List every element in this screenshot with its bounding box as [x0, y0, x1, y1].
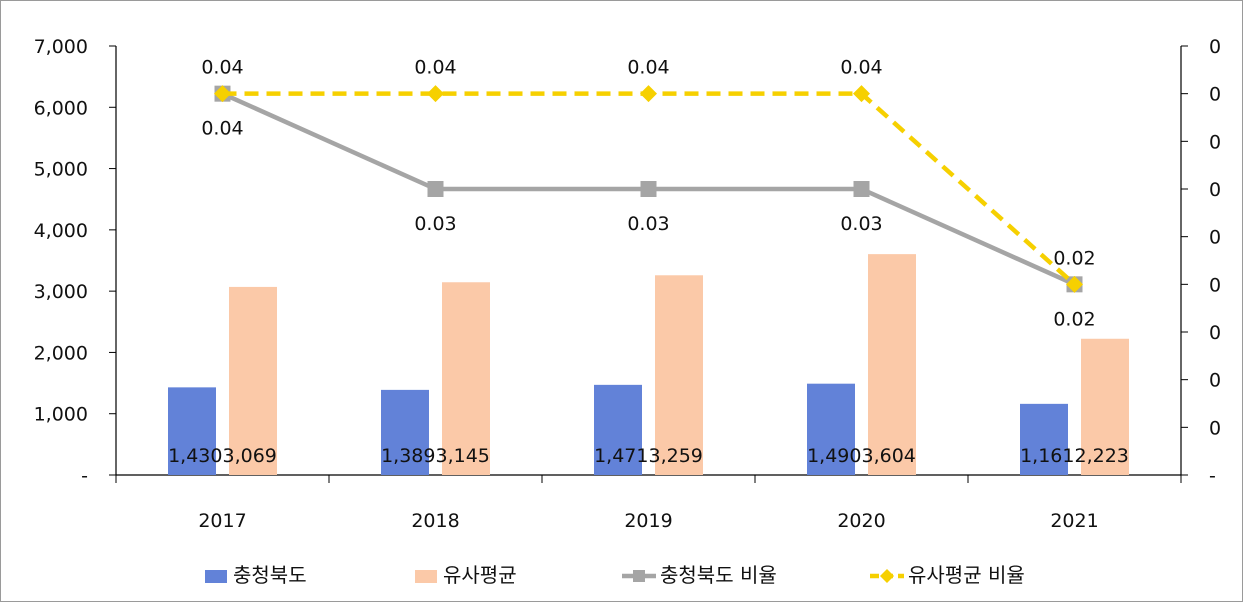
marker-유사평균 비율	[214, 85, 231, 103]
right-tick-label: 0	[1209, 370, 1221, 392]
marker-유사평균 비율	[640, 85, 657, 103]
bar-유사평균	[1081, 338, 1129, 475]
x-tick-label: 2020	[837, 510, 885, 532]
left-tick-label: 7,000	[34, 36, 88, 58]
bar-충청북도	[381, 389, 429, 475]
legend-label-충청북도: 충청북도	[233, 563, 307, 587]
bar-유사평균	[442, 282, 490, 475]
x-tick-label: 2019	[624, 510, 672, 532]
right-tick-label: 0	[1209, 179, 1221, 201]
right-tick-label: 0	[1209, 36, 1221, 58]
bar-유사평균	[229, 286, 277, 475]
legend-swatch-유사평균	[415, 570, 437, 583]
line-label-유사평균 비율: 0.04	[414, 57, 456, 79]
bar-충청북도	[1020, 403, 1068, 475]
right-tick-label: 0	[1209, 417, 1221, 439]
bar-충청북도	[807, 383, 855, 475]
line-label-유사평균 비율: 0.04	[840, 57, 882, 79]
bar-충청북도	[594, 384, 642, 475]
bar-data-label: 1,4903,604	[807, 445, 916, 467]
x-tick-label: 2021	[1050, 510, 1098, 532]
line-label-충청북도 비율: 0.03	[627, 213, 669, 235]
marker-충청북도 비율	[853, 181, 870, 197]
line-label-유사평균 비율: 0.02	[1053, 247, 1095, 269]
line-label-충청북도 비율: 0.03	[840, 213, 882, 235]
right-tick-label: 0	[1209, 274, 1221, 296]
marker-충청북도 비율	[427, 181, 444, 197]
right-tick-label: 0	[1209, 84, 1221, 106]
bar-유사평균	[868, 254, 916, 475]
legend-swatch-충청북도	[205, 570, 227, 583]
legend-label-유사평균 비율: 유사평균 비율	[908, 563, 1025, 587]
bar-data-label: 1,3893,145	[381, 445, 490, 467]
left-tick-label: -	[81, 465, 88, 487]
left-tick-label: 2,000	[34, 342, 88, 364]
right-tick-label: 0	[1209, 227, 1221, 249]
marker-유사평균 비율	[1066, 275, 1083, 293]
bar-data-label: 1,1612,223	[1020, 445, 1129, 467]
line-label-충청북도 비율: 0.02	[1053, 308, 1095, 330]
bar-유사평균	[655, 275, 703, 475]
x-tick-label: 2017	[198, 510, 246, 532]
left-tick-label: 4,000	[34, 220, 88, 242]
x-tick-label: 2018	[411, 510, 459, 532]
line-label-유사평균 비율: 0.04	[627, 57, 669, 79]
left-tick-label: 1,000	[34, 404, 88, 426]
marker-유사평균 비율	[427, 85, 444, 103]
left-tick-label: 5,000	[34, 159, 88, 181]
legend-label-유사평균: 유사평균	[443, 563, 517, 587]
marker-유사평균 비율	[853, 85, 870, 103]
legend-marker-충청북도 비율	[633, 570, 645, 582]
right-tick-label: -	[1209, 465, 1216, 487]
line-label-유사평균 비율: 0.04	[201, 57, 243, 79]
bar-data-label: 1,4713,259	[594, 445, 703, 467]
left-tick-label: 3,000	[34, 281, 88, 303]
marker-충청북도 비율	[640, 181, 657, 197]
bar-충청북도	[168, 387, 216, 475]
left-tick-label: 6,000	[34, 97, 88, 119]
right-tick-label: 0	[1209, 322, 1221, 344]
right-tick-label: 0	[1209, 131, 1221, 153]
legend-marker-유사평균 비율	[880, 569, 894, 583]
line-label-충청북도 비율: 0.04	[201, 118, 243, 140]
legend-label-충청북도 비율: 충청북도 비율	[660, 563, 777, 587]
bar-data-label: 1,4303,069	[168, 445, 277, 467]
line-label-충청북도 비율: 0.03	[414, 213, 456, 235]
